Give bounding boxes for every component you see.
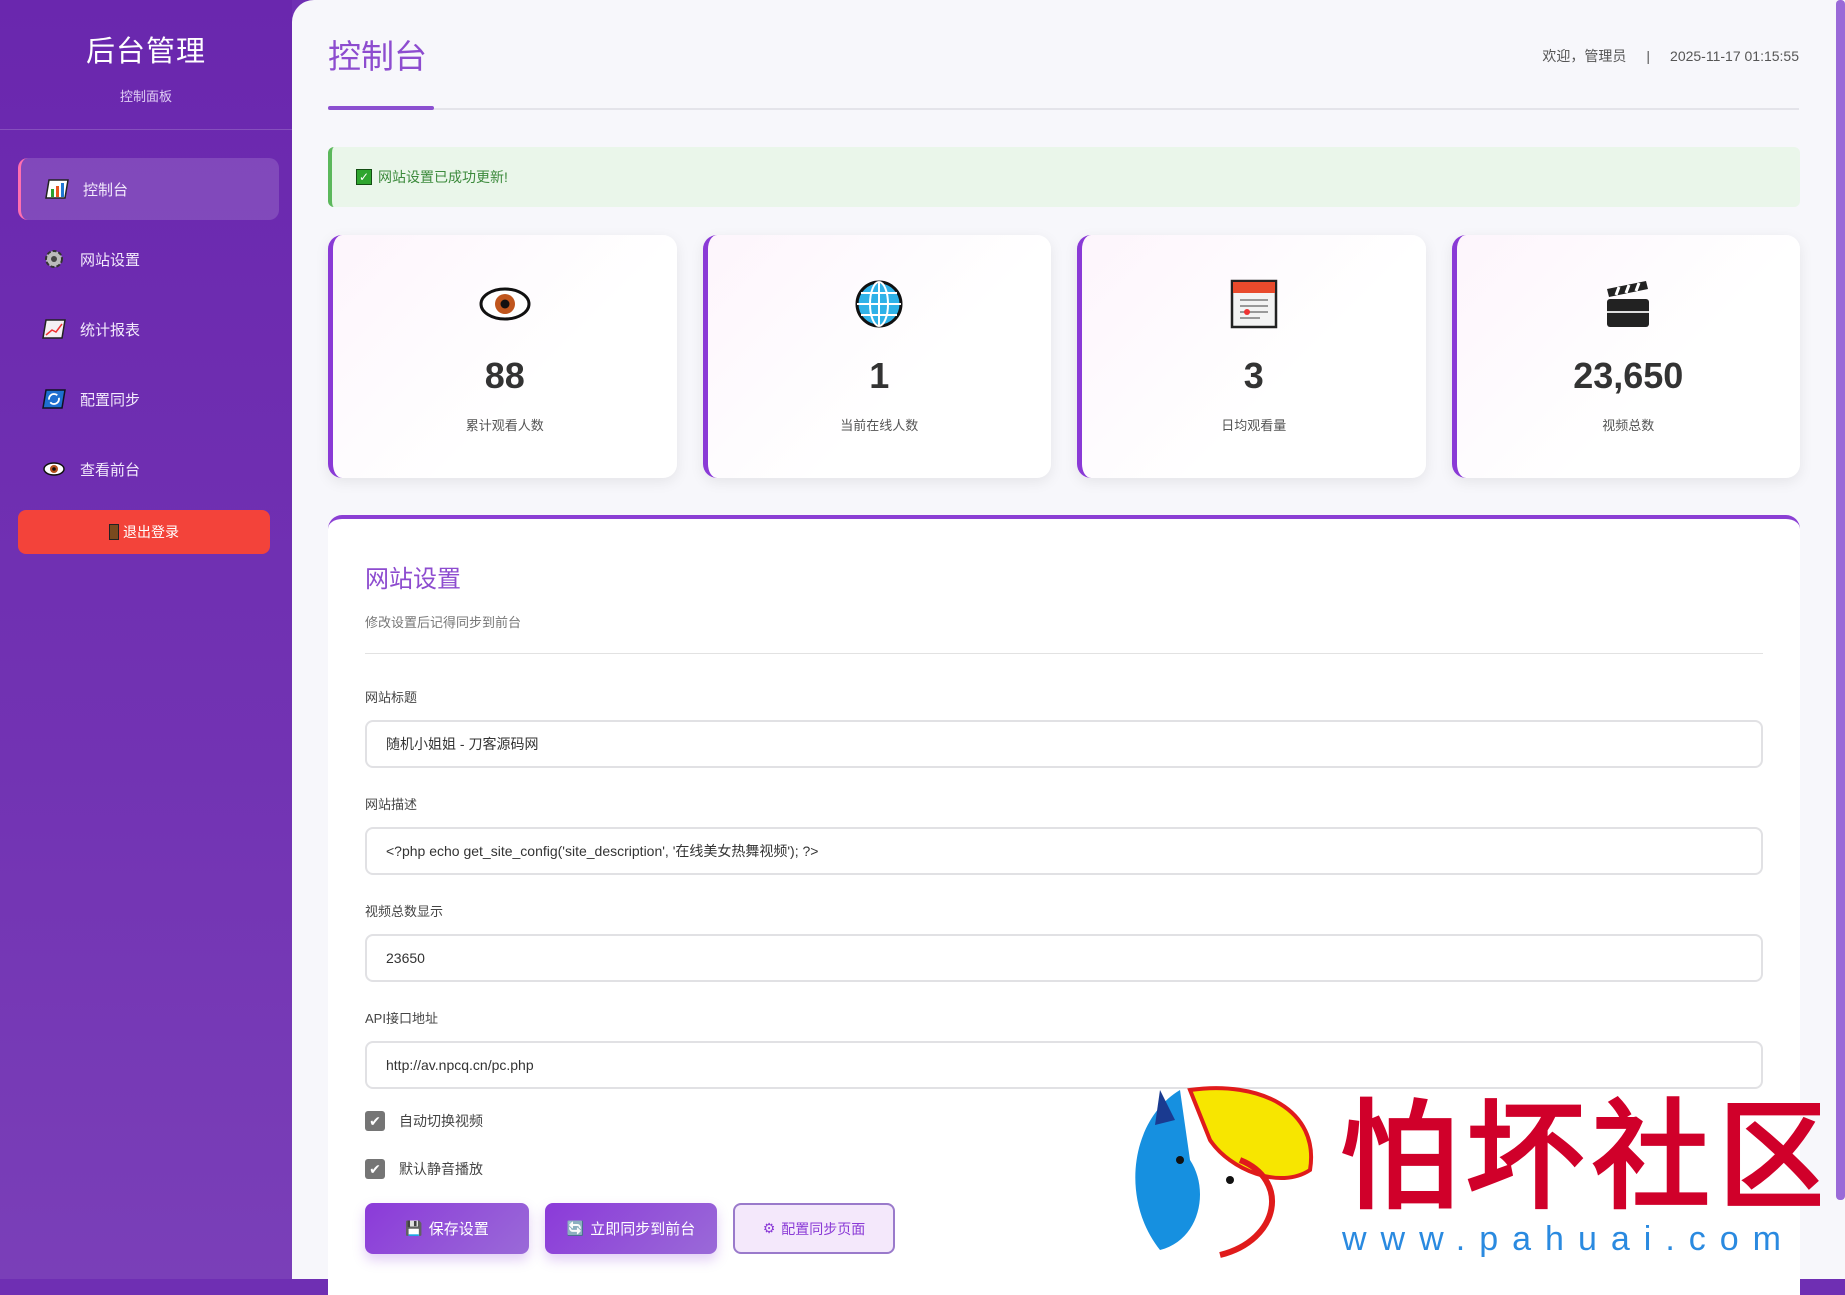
sidebar-title: 后台管理 xyxy=(85,36,206,68)
stat-label: 累计观看人数 xyxy=(465,418,544,433)
gear-icon: ⚙ xyxy=(762,1220,776,1236)
api-url-input[interactable] xyxy=(365,1041,1763,1089)
welcome-text: 欢迎，管理员 xyxy=(1542,48,1627,64)
checkbox-checked-icon[interactable]: ✔ xyxy=(365,1159,385,1179)
page-title: 控制台 xyxy=(328,38,427,75)
header-user-info: 欢迎，管理员 | 2025-11-17 01:15:55 xyxy=(1542,46,1799,66)
section-subtitle: 修改设置后记得同步到前台 xyxy=(365,612,1763,654)
eye-icon xyxy=(333,277,677,331)
globe-icon xyxy=(708,277,1052,331)
muted-play-checkbox[interactable]: ✔ 默认静音播放 xyxy=(365,1159,1763,1179)
sidebar-item-config-sync[interactable]: 配置同步 xyxy=(18,368,279,430)
alert-message: 网站设置已成功更新! xyxy=(378,169,508,185)
logout-label: 退出登录 xyxy=(123,524,179,540)
svg-text:www.pahuai.com: www.pahuai.com xyxy=(1341,1220,1795,1258)
auto-switch-checkbox[interactable]: ✔ 自动切换视频 xyxy=(365,1111,1763,1131)
site-description-field: 网站描述 xyxy=(365,794,1763,875)
logout-button[interactable]: 退出登录 xyxy=(18,510,270,554)
sidebar-item-dashboard[interactable]: 控制台 xyxy=(18,158,279,220)
save-button[interactable]: 💾 保存设置 xyxy=(365,1203,529,1254)
sidebar-item-label: 统计报表 xyxy=(80,321,141,339)
site-title-field: 网站标题 xyxy=(365,687,1763,768)
sidebar-item-label: 网站设置 xyxy=(80,251,141,269)
config-label: 配置同步页面 xyxy=(781,1220,866,1237)
gear-icon xyxy=(42,248,66,270)
check-mark-icon: ✓ xyxy=(356,169,372,185)
stat-card-total-videos: 23,650 视频总数 xyxy=(1451,235,1801,478)
save-label: 保存设置 xyxy=(428,1221,489,1238)
door-icon xyxy=(109,524,119,540)
sidebar-subtitle: 控制面板 xyxy=(119,89,172,104)
stat-label: 视频总数 xyxy=(1602,418,1655,433)
stat-value: 1 xyxy=(869,355,890,396)
site-description-input[interactable] xyxy=(365,827,1763,875)
sidebar-item-view-frontend[interactable]: 查看前台 xyxy=(18,438,279,500)
sidebar-brand: 后台管理 控制面板 xyxy=(0,0,292,130)
stat-value: 88 xyxy=(484,355,525,396)
main-content: 控制台 欢迎，管理员 | 2025-11-17 01:15:55 ✓ 网站设置已成功… xyxy=(292,0,1845,1295)
page-header: 控制台 欢迎，管理员 | 2025-11-17 01:15:55 xyxy=(328,30,1799,110)
field-label: 视频总数显示 xyxy=(365,904,444,919)
stat-card-online-users: 1 当前在线人数 xyxy=(702,235,1052,478)
stat-card-total-viewers: 88 累计观看人数 xyxy=(328,235,677,478)
clapperboard-icon xyxy=(1457,277,1801,331)
eye-icon xyxy=(42,458,66,480)
action-buttons: 💾 保存设置 🔄 立即同步到前台 ⚙ 配置同步页面 xyxy=(365,1203,1763,1254)
line-chart-icon xyxy=(42,318,66,340)
field-label: 网站描述 xyxy=(365,797,418,812)
stat-label: 日均观看量 xyxy=(1221,418,1287,433)
stat-value: 3 xyxy=(1243,355,1264,396)
sidebar-item-label: 查看前台 xyxy=(80,461,141,479)
bar-chart-icon xyxy=(45,178,69,200)
sidebar: 后台管理 控制面板 控制台 网站设置 统计报表 配置同步 查看前台 退出登录 xyxy=(0,0,292,1279)
sidebar-item-label: 控制台 xyxy=(83,181,129,199)
success-alert: ✓ 网站设置已成功更新! xyxy=(328,147,1800,207)
section-title: 网站设置 xyxy=(365,566,461,593)
sync-label: 立即同步到前台 xyxy=(590,1221,696,1238)
sidebar-item-reports[interactable]: 统计报表 xyxy=(18,298,279,360)
stats-cards: 88 累计观看人数 1 当前在线人数 3 日均观看量 23,650 视频总数 xyxy=(328,235,1800,478)
stat-card-daily-views: 3 日均观看量 xyxy=(1077,235,1426,478)
video-count-input[interactable] xyxy=(365,934,1763,982)
stat-label: 当前在线人数 xyxy=(840,418,919,433)
video-count-field: 视频总数显示 xyxy=(365,901,1763,982)
field-label: API接口地址 xyxy=(365,1011,438,1026)
sidebar-item-site-settings[interactable]: 网站设置 xyxy=(18,228,279,290)
separator: | xyxy=(1646,48,1651,64)
title-accent-bar xyxy=(328,106,434,110)
watermark-logo: 怕坏社区 www.pahuai.com xyxy=(1120,1080,1836,1260)
scrollbar[interactable] xyxy=(1836,0,1845,1200)
sync-to-frontend-button[interactable]: 🔄 立即同步到前台 xyxy=(545,1203,717,1254)
field-label: 网站标题 xyxy=(365,690,418,705)
checkbox-label: 默认静音播放 xyxy=(399,1161,483,1177)
site-settings-panel: 网站设置 修改设置后记得同步到前台 网站标题 网站描述 视频总数显示 API接口… xyxy=(328,515,1800,1295)
calendar-icon xyxy=(1082,277,1426,331)
svg-text:怕坏社区: 怕坏社区 xyxy=(1340,1093,1820,1224)
floppy-disk-icon: 💾 xyxy=(405,1220,423,1236)
sync-icon: 🔄 xyxy=(566,1220,585,1236)
config-sync-page-button[interactable]: ⚙ 配置同步页面 xyxy=(733,1203,895,1254)
checkbox-checked-icon[interactable]: ✔ xyxy=(365,1111,385,1131)
sync-icon xyxy=(42,388,66,410)
sidebar-nav: 控制台 网站设置 统计报表 配置同步 查看前台 xyxy=(0,158,292,500)
checkbox-label: 自动切换视频 xyxy=(399,1113,483,1129)
api-url-field: API接口地址 xyxy=(365,1008,1763,1089)
sidebar-item-label: 配置同步 xyxy=(80,391,141,409)
current-datetime: 2025-11-17 01:15:55 xyxy=(1670,48,1799,64)
stat-value: 23,650 xyxy=(1573,355,1684,396)
site-title-input[interactable] xyxy=(365,720,1763,768)
